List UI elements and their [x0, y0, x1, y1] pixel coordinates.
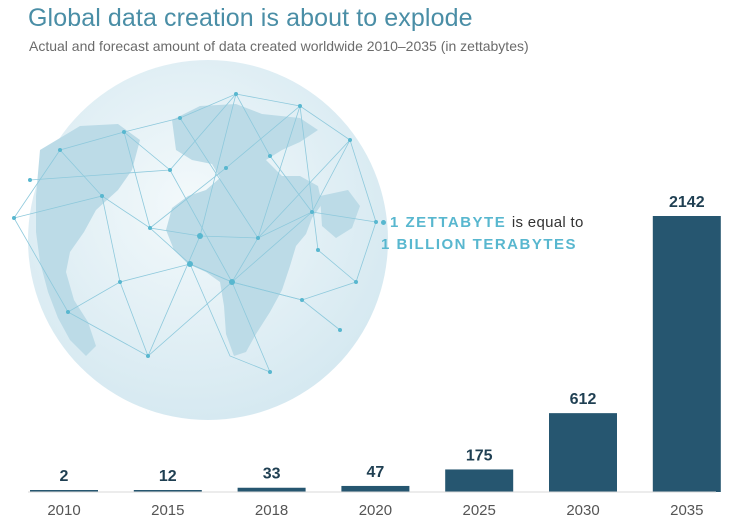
data-label-2025: 175: [466, 447, 493, 464]
bar-2025: [445, 469, 514, 492]
x-tick-label-2035: 2035: [670, 502, 703, 519]
x-tick-label-2020: 2020: [359, 502, 392, 519]
x-tick-label-2015: 2015: [151, 502, 184, 519]
chart-title: Global data creation is about to explode: [28, 4, 473, 32]
data-label-2030: 612: [570, 391, 597, 408]
data-label-2035: 2142: [669, 194, 705, 211]
zettabyte-equal-text: is equal to: [511, 214, 584, 231]
network-nodes: [12, 92, 378, 374]
x-tick-label-2018: 2018: [255, 502, 288, 519]
bar-2015: [133, 490, 202, 492]
bar-2010: [30, 490, 98, 492]
continent-americas: [36, 124, 140, 356]
x-tick-label-2025: 2025: [463, 502, 496, 519]
zettabyte-note-line1: 1 ZETTABYTE is equal to: [381, 214, 584, 231]
bar-2030: [549, 413, 617, 492]
continent-arabia: [320, 190, 360, 238]
note-bullet-icon: [381, 220, 386, 225]
bar-2020: [341, 485, 410, 492]
data-label-2015: 12: [159, 468, 177, 485]
x-tick-label-2010: 2010: [47, 502, 80, 519]
data-label-2020: 47: [367, 464, 385, 481]
data-label-2010: 2: [60, 468, 69, 485]
zettabyte-note-line2: 1 BILLION TERABYTES: [381, 236, 578, 253]
zettabyte-highlight: 1 ZETTABYTE: [390, 214, 507, 231]
continent-europe-africa: [166, 104, 322, 356]
globe-illustration: [12, 60, 388, 420]
x-tick-label-2030: 2030: [566, 502, 599, 519]
data-label-2018: 33: [263, 466, 281, 483]
bars-layer: 2 2010 12 2015 33 2018 47 2020 175 2025 612 2030 214…: [30, 194, 721, 519]
bar-2018: [237, 487, 306, 492]
chart-subtitle: Actual and forecast amount of data creat…: [29, 38, 529, 54]
bar-2035: [652, 216, 721, 492]
